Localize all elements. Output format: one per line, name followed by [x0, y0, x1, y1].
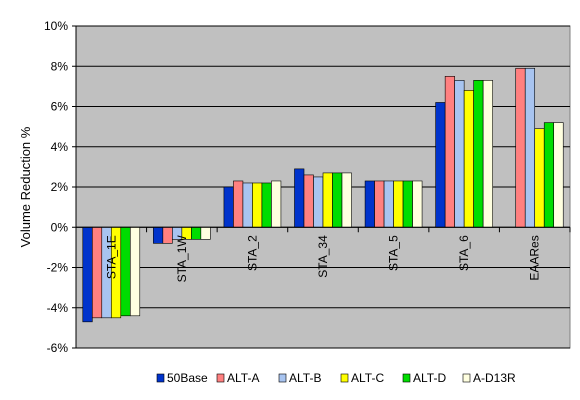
bar-alt-b-sta-2 [242, 182, 253, 228]
bar-alt-c-sta-6 [463, 90, 474, 228]
bar-50base-sta-1w [153, 226, 164, 244]
bar-a-d13r-sta-5 [412, 180, 423, 228]
legend-swatch [278, 373, 287, 383]
y-tick-label: -2% [47, 261, 69, 275]
bar-alt-a-sta-1e [91, 226, 103, 319]
bar-a-d13r-sta-34 [341, 172, 352, 228]
legend-label: ALT-C [351, 371, 384, 385]
category-labels: STA_1E STA_1W STA_2 STA_34 STA_5 STA_6 EAARes [104, 235, 541, 283]
bar-alt-d-sta-1e [120, 226, 131, 317]
bar-a-d13r-eaares [553, 122, 564, 228]
legend-swatch [156, 373, 165, 383]
bar-alt-a-sta-34 [303, 174, 314, 228]
bar-alt-d-sta-6 [473, 80, 484, 228]
category-label: STA_34 [316, 235, 330, 278]
bar-alt-c-eaares [534, 128, 545, 228]
category-label: STA_1E [104, 235, 118, 279]
legend: 50Base ALT-A ALT-B ALT-C ALT-D A-D13R [156, 371, 516, 385]
y-tick-labels: -6% -4% -2% 0% 2% 4% 6% 8% 10% [44, 19, 68, 355]
bar-alt-b-sta-6 [454, 80, 465, 228]
bar-50base-sta-2 [223, 186, 234, 228]
y-tick-label: 4% [51, 140, 69, 154]
bars [75, 67, 571, 323]
bar-alt-c-sta-5 [393, 180, 404, 228]
category-label: STA_2 [245, 235, 259, 271]
bar-a-d13r-sta-2 [271, 180, 282, 228]
legend-swatch [402, 373, 411, 383]
bar-alt-c-sta-2 [252, 182, 263, 228]
bar-50base-sta-5 [364, 180, 375, 228]
y-axis-title: Volume Reduction % [18, 126, 33, 247]
bar-alt-b-sta-5 [383, 180, 394, 228]
bar-alt-a-sta-5 [374, 180, 385, 228]
legend-label: A-D13R [473, 371, 516, 385]
y-tick-label: -6% [47, 341, 69, 355]
category-label: STA_5 [387, 235, 401, 271]
bar-alt-d-sta-5 [402, 180, 413, 228]
legend-swatch [216, 373, 225, 383]
legend-label: ALT-B [289, 371, 321, 385]
legend-label: 50Base [167, 371, 208, 385]
y-tick-label: 6% [51, 100, 69, 114]
legend-label: ALT-D [413, 371, 446, 385]
y-tick-label: 8% [51, 59, 69, 73]
bar-50base-sta-1e [82, 226, 93, 323]
bar-50base-sta-6 [435, 102, 446, 228]
category-label: EAARes [528, 235, 542, 280]
legend-swatch [462, 373, 471, 383]
y-tick-label: 0% [51, 220, 69, 234]
bar-alt-d-sta-2 [261, 182, 272, 228]
bar-alt-a-sta-1w [162, 226, 173, 244]
bar-a-d13r-sta-6 [482, 80, 493, 228]
bar-alt-c-sta-34 [322, 172, 333, 228]
bar-alt-d-eaares [543, 122, 555, 228]
y-tick-label: 2% [51, 180, 69, 194]
legend-swatch [340, 373, 349, 383]
category-label: STA_6 [457, 235, 471, 271]
category-label: STA_1W [175, 235, 189, 283]
bar-alt-a-eaares [515, 67, 526, 228]
y-tick-label: -4% [47, 301, 69, 315]
bar-alt-a-sta-6 [444, 76, 455, 228]
bar-a-d13r-sta-1e [129, 226, 141, 317]
bar-alt-b-sta-34 [313, 176, 324, 228]
bar-alt-d-sta-34 [332, 172, 343, 228]
bar-a-d13r-sta-1w [200, 226, 211, 240]
bar-alt-d-sta-1w [191, 226, 202, 240]
bar-alt-a-sta-2 [233, 180, 244, 228]
bar-50base-sta-34 [294, 168, 305, 228]
bar-alt-b-eaares [524, 67, 536, 228]
y-tick-label: 10% [44, 19, 68, 33]
legend-label: ALT-A [227, 371, 259, 385]
